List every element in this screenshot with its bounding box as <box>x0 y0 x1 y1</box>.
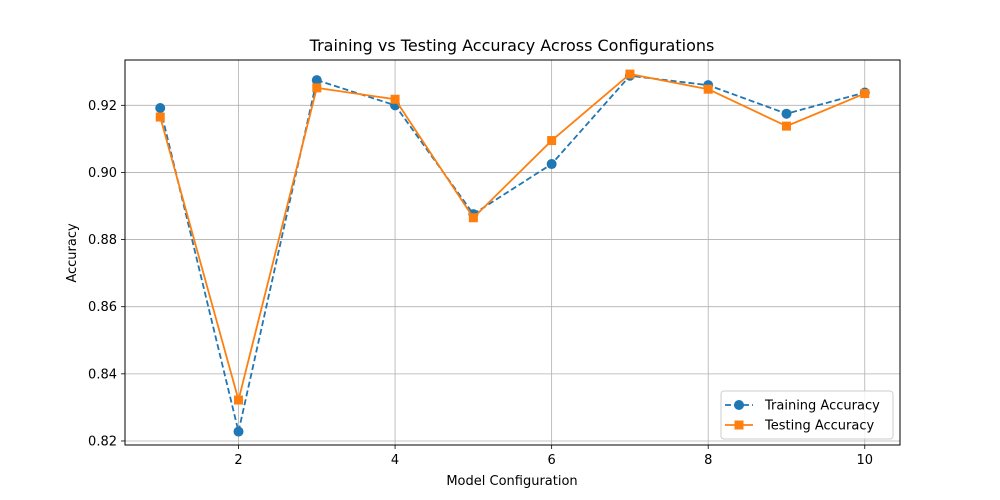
data-point-testing <box>468 213 478 223</box>
y-tick-label: 0.90 <box>88 166 117 181</box>
data-point-testing <box>781 121 791 131</box>
data-point-testing <box>312 83 322 93</box>
data-point-testing <box>234 395 244 405</box>
data-point-testing <box>703 84 713 94</box>
data-point-training <box>781 108 792 119</box>
x-tick-label: 8 <box>704 453 712 468</box>
legend-marker-training <box>734 400 744 410</box>
ticks: 2 4 6 8 10 0.82 0.84 0.86 0.88 0.90 0.92 <box>88 99 873 468</box>
series-line-training <box>159 74 866 433</box>
data-point-testing <box>547 136 557 146</box>
legend-label-training: Training Accuracy <box>764 399 880 414</box>
x-tick-label: 6 <box>548 453 556 468</box>
data-point-training <box>155 102 166 113</box>
chart-title: Training vs Testing Accuracy Across Conf… <box>309 36 715 55</box>
x-tick-label: 10 <box>856 453 873 468</box>
y-tick-label: 0.92 <box>88 99 117 114</box>
data-point-testing <box>155 112 165 122</box>
data-point-training <box>233 426 244 437</box>
data-point-testing <box>390 94 400 104</box>
y-tick-label: 0.86 <box>88 300 117 315</box>
grid <box>125 60 900 445</box>
series-layer <box>155 69 870 437</box>
y-tick-label: 0.88 <box>88 233 117 248</box>
data-point-training <box>546 159 557 170</box>
data-point-testing <box>625 69 635 79</box>
y-axis-title: Accuracy <box>65 223 80 283</box>
legend: Training Accuracy Testing Accuracy <box>720 390 894 440</box>
plot-frame <box>124 59 901 446</box>
x-tick-label: 2 <box>234 453 242 468</box>
legend-marker-testing <box>734 420 744 430</box>
legend-box <box>720 390 894 440</box>
x-tick-label: 4 <box>391 453 399 468</box>
y-tick-label: 0.84 <box>88 367 117 382</box>
data-point-testing <box>860 89 870 99</box>
series-line-testing <box>159 73 866 401</box>
data-point-training <box>311 75 322 86</box>
y-tick-label: 0.82 <box>88 434 117 449</box>
x-axis-title: Model Configuration <box>446 474 577 489</box>
legend-label-testing: Testing Accuracy <box>764 419 874 434</box>
